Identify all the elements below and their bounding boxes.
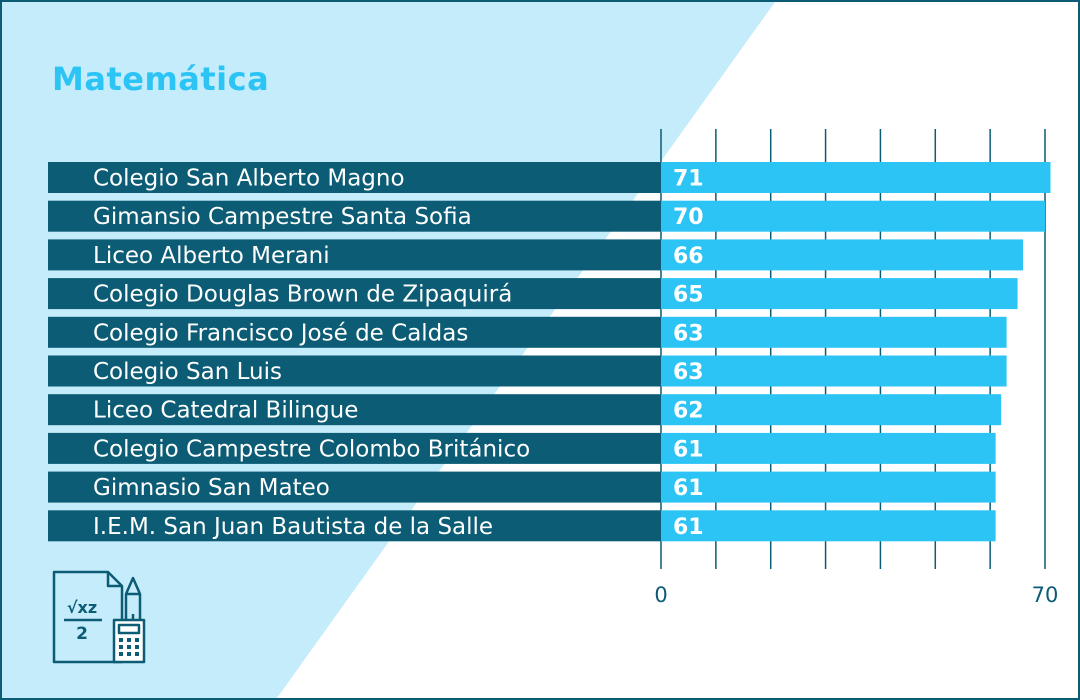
category-label: Liceo Alberto Merani [93,243,330,269]
data-label: 66 [673,244,704,269]
category-label: Gimnasio San Mateo [93,475,330,501]
value-bar [661,394,1002,426]
category-label: Colegio Douglas Brown de Zipaquirá [93,282,512,308]
data-label: 65 [673,283,704,308]
tick-label: 70 [1032,583,1059,607]
data-label: 70 [673,205,704,230]
category-label: Gimansio Campestre Santa Sofia [93,204,472,230]
icon-numerator: √xz [67,598,97,617]
category-label: Colegio Campestre Colombo Británico [93,436,530,462]
data-label: 63 [673,321,704,346]
category-band [48,394,661,426]
category-label: Colegio Francisco José de Caldas [93,320,468,346]
math-calculator-document-icon: √xz 2 [52,570,146,664]
data-label: 61 [673,437,704,462]
data-label: 62 [673,399,704,424]
category-band [48,239,661,271]
category-band [48,471,661,503]
value-bar [661,510,996,542]
data-label: 61 [673,515,704,540]
category-band [48,316,661,348]
value-bar [661,432,996,464]
category-label: I.E.M. San Juan Bautista de la Salle [93,514,493,540]
tick-label: 0 [654,583,667,607]
category-label: Colegio San Alberto Magno [93,166,405,192]
value-bar [661,239,1024,271]
category-band [48,510,661,542]
category-band [48,278,661,310]
category-band [48,162,661,193]
value-bar [661,162,1051,193]
value-bar [661,200,1045,232]
value-bar [661,316,1007,348]
data-label: 71 [673,167,704,192]
category-label: Colegio San Luis [93,359,282,385]
icon-denominator: 2 [76,624,88,644]
value-bar [661,471,996,503]
chart-title: Matemática [52,60,270,98]
category-band [48,355,661,387]
data-label: 61 [673,476,704,501]
value-bar [661,355,1007,387]
category-label: Liceo Catedral Bilingue [93,398,358,424]
data-label: 63 [673,360,704,385]
category-band [48,432,661,464]
category-band [48,200,661,232]
value-bar [661,278,1018,310]
